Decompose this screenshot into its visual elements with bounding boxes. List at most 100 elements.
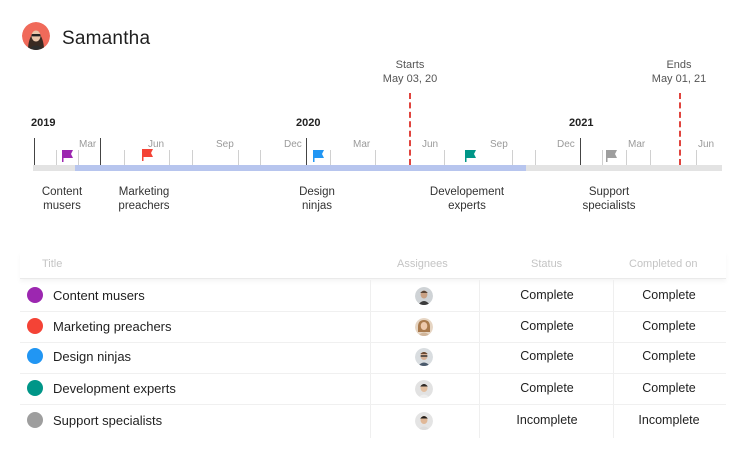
completed-on-cell: Complete: [642, 381, 696, 395]
team-label: Developement experts: [412, 185, 522, 213]
year-label: 2021: [569, 117, 594, 129]
column-divider: [479, 280, 480, 438]
completed-on-cell: Complete: [642, 319, 696, 333]
team-label: Support specialists: [554, 185, 664, 213]
team-color-dot: [27, 348, 43, 364]
month-label: Dec: [557, 139, 575, 150]
month-tick: [330, 150, 331, 166]
project-end-marker: Ends May 01, 21: [634, 58, 724, 86]
column-header-completed-on[interactable]: Completed on: [629, 258, 698, 270]
month-tick: [169, 150, 170, 166]
row-title[interactable]: Content musers: [53, 288, 145, 303]
team-label: Design ninjas: [262, 185, 372, 213]
row-title[interactable]: Support specialists: [53, 413, 163, 428]
row-title[interactable]: Design ninjas: [53, 349, 132, 364]
month-label: Mar: [628, 139, 646, 150]
assignee-avatar[interactable]: [415, 412, 433, 430]
month-tick: [512, 150, 513, 166]
team-color-dot: [27, 412, 43, 428]
month-label: Mar: [79, 139, 97, 150]
flag-icon[interactable]: [312, 149, 326, 163]
column-header-assignees[interactable]: Assignees: [397, 258, 448, 270]
team-label-line: experts: [448, 200, 486, 212]
project-start-marker: Starts May 03, 20: [365, 58, 455, 86]
team-label: Content musers: [7, 185, 117, 213]
assignee-avatar[interactable]: [415, 287, 433, 305]
month-tick: [444, 150, 445, 166]
completed-on-cell: Complete: [642, 288, 696, 302]
team-label-line: Developement: [429, 186, 505, 198]
column-divider: [370, 280, 371, 438]
row-title[interactable]: Development experts: [53, 381, 176, 396]
status-cell: Complete: [520, 381, 574, 395]
completed-on-cell: Complete: [642, 349, 696, 363]
year-label: 2020: [296, 117, 321, 129]
flag-icon[interactable]: [141, 148, 155, 162]
table-row[interactable]: [20, 373, 726, 405]
team-label-line: specialists: [582, 200, 636, 212]
month-tick: [375, 150, 376, 166]
status-cell: Complete: [520, 349, 574, 363]
month-label: Dec: [284, 139, 302, 150]
table-row[interactable]: [20, 342, 726, 374]
month-label: Jun: [422, 139, 439, 150]
year-label: 2019: [31, 117, 56, 129]
start-date: May 03, 20: [382, 73, 438, 85]
user-name: Samantha: [62, 28, 151, 49]
start-label: Starts: [395, 59, 425, 71]
table-row[interactable]: [20, 311, 726, 343]
status-cell: Complete: [520, 288, 574, 302]
team-label-line: preachers: [118, 200, 170, 212]
year-tick: [306, 138, 307, 166]
table-row[interactable]: [20, 280, 726, 312]
team-color-dot: [27, 287, 43, 303]
month-tick: [602, 150, 603, 166]
month-label: Jun: [698, 139, 715, 150]
team-label-line: ninjas: [301, 200, 333, 212]
team-color-dot: [27, 318, 43, 334]
status-cell: Incomplete: [516, 413, 578, 427]
month-tick: [78, 150, 79, 166]
assignee-avatar[interactable]: [415, 348, 433, 366]
month-label: Jun: [148, 139, 165, 150]
month-label: Sep: [490, 139, 508, 150]
assignee-avatar[interactable]: [415, 318, 433, 336]
column-header-title[interactable]: Title: [42, 258, 63, 270]
month-tick: [192, 150, 193, 166]
flag-icon[interactable]: [61, 149, 75, 163]
month-label: Mar: [353, 139, 371, 150]
team-label: Marketing preachers: [89, 185, 199, 213]
month-tick: [238, 150, 239, 166]
end-date-line: [679, 93, 681, 165]
table-header-row: [20, 252, 726, 279]
team-label-line: Design: [299, 186, 335, 198]
month-tick: [696, 150, 697, 166]
month-tick: [535, 150, 536, 166]
column-divider: [613, 280, 614, 438]
quarter-tick: [100, 138, 101, 166]
month-tick: [626, 150, 627, 166]
flag-icon[interactable]: [605, 149, 619, 163]
timeline-active-range: [75, 165, 526, 171]
assignee-avatar[interactable]: [415, 380, 433, 398]
end-label: Ends: [666, 59, 692, 71]
year-tick: [34, 138, 35, 166]
month-tick: [260, 150, 261, 166]
month-tick: [650, 150, 651, 166]
end-date: May 01, 21: [651, 73, 707, 85]
team-label-line: Content: [41, 186, 83, 198]
team-label-line: Marketing: [118, 186, 170, 198]
column-header-status[interactable]: Status: [531, 258, 563, 270]
row-title[interactable]: Marketing preachers: [53, 319, 172, 334]
month-tick: [56, 150, 57, 166]
team-label-line: Support: [588, 186, 630, 198]
flag-icon[interactable]: [464, 149, 478, 163]
month-label: Sep: [216, 139, 234, 150]
completed-on-cell: Incomplete: [638, 413, 700, 427]
month-tick: [124, 150, 125, 166]
start-date-line: [409, 93, 411, 165]
year-tick: [580, 138, 581, 166]
team-label-line: musers: [43, 200, 81, 212]
user-avatar[interactable]: [22, 22, 50, 50]
team-color-dot: [27, 380, 43, 396]
